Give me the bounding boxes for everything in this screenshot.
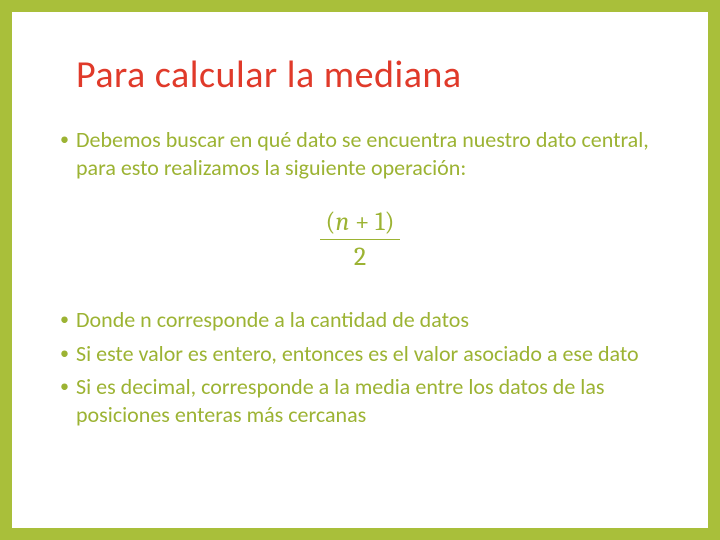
variable-n: n [335, 207, 349, 237]
note-item-2: • Si este valor es entero, entonces es e… [56, 340, 664, 368]
note-text-3: Si es decimal, corresponde a la media en… [76, 373, 604, 428]
intro-item: • Debemos buscar en qué dato se encuentr… [56, 126, 664, 181]
paren-open: ( [326, 207, 336, 237]
fraction: (n + 1) 2 [320, 207, 401, 272]
bullet-icon: • [60, 306, 69, 333]
bullet-icon: • [60, 126, 69, 153]
denominator: 2 [320, 240, 401, 272]
note-item-3: • Si es decimal, corresponde a la media … [56, 373, 664, 428]
bullet-icon: • [60, 373, 69, 400]
note-text-1: Donde n corresponde a la cantidad de dat… [76, 306, 469, 333]
intro-text: Debemos buscar en qué dato se encuentra … [76, 126, 649, 181]
note-text-2: Si este valor es entero, entonces es el … [76, 340, 639, 367]
numerator-rest: + 1) [349, 207, 394, 237]
note-item-1: • Donde n corresponde a la cantidad de d… [56, 306, 664, 334]
formula-container: (n + 1) 2 [56, 207, 664, 272]
median-formula: (n + 1) 2 [320, 207, 401, 272]
slide-title: Para calcular la mediana [76, 52, 664, 98]
bullet-icon: • [60, 340, 69, 367]
numerator: (n + 1) [320, 207, 401, 240]
slide-frame: Para calcular la mediana • Debemos busca… [0, 0, 720, 540]
